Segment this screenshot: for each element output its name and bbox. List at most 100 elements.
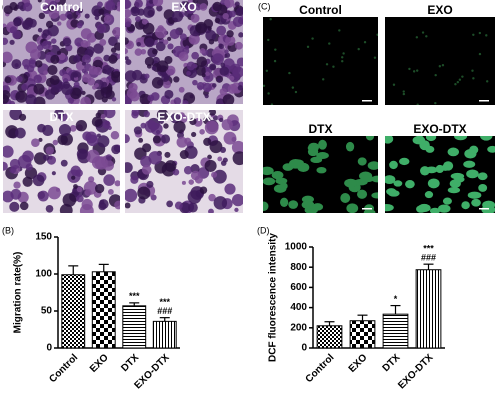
cell: [131, 69, 143, 81]
cell: [114, 42, 120, 51]
cell: [97, 1, 103, 8]
cell: [22, 58, 31, 68]
cell: [441, 63, 445, 67]
cell: [103, 110, 116, 119]
cell: [212, 1, 223, 12]
cell: [21, 83, 28, 91]
cell: [478, 52, 482, 56]
micrograph-content: [385, 136, 495, 213]
cell: [137, 186, 151, 200]
y-tick-label: 200: [290, 322, 307, 333]
cell: [393, 180, 403, 187]
cell: [212, 53, 224, 66]
cell: [342, 52, 345, 55]
cell: [425, 145, 435, 153]
significance-label: ###: [157, 306, 172, 316]
cell: [204, 94, 209, 99]
cell: [332, 65, 335, 68]
cell: [222, 94, 235, 104]
micrograph-content: [263, 136, 378, 213]
cell: [265, 69, 269, 72]
cell: [111, 71, 120, 83]
cell: [45, 20, 54, 29]
cell: [208, 193, 216, 202]
cell: [385, 203, 394, 212]
cell: [142, 22, 155, 35]
cell: [385, 175, 396, 184]
cell: [221, 119, 233, 131]
cell: [22, 176, 33, 187]
cell: [3, 94, 9, 104]
cell: [108, 54, 118, 64]
cell: [111, 144, 120, 155]
cell: [288, 71, 291, 75]
cell: [33, 74, 42, 84]
cell: [94, 183, 105, 194]
cell: [102, 64, 112, 75]
cell: [182, 100, 189, 104]
bar: [349, 320, 376, 349]
cell: [204, 120, 219, 135]
cell: [270, 103, 274, 105]
cell: [367, 161, 378, 170]
cell: [415, 36, 419, 39]
cell: [216, 77, 222, 83]
cell: [471, 69, 474, 72]
cell: [134, 48, 143, 56]
cell: [144, 56, 155, 67]
cell: [232, 151, 243, 166]
cell: [72, 55, 81, 63]
cell: [38, 137, 43, 142]
cell: [357, 189, 368, 199]
cell: [76, 194, 84, 203]
cell: [150, 194, 157, 201]
cell: [224, 49, 229, 54]
cell: [105, 0, 116, 11]
cell: [112, 27, 120, 37]
cell: [207, 154, 212, 160]
cell: [11, 59, 22, 70]
cell: [412, 70, 416, 73]
cell: [222, 157, 228, 163]
cell: [41, 40, 51, 50]
cell: [5, 125, 19, 139]
cell: [425, 136, 437, 142]
cell: [215, 98, 225, 104]
cell: [51, 171, 56, 176]
cell: [363, 41, 367, 44]
cell: [9, 110, 23, 121]
cell: [103, 174, 115, 186]
cell: [60, 159, 68, 167]
cell: [188, 179, 194, 185]
cell: [421, 31, 425, 34]
cell: [148, 0, 154, 4]
cell: [181, 180, 186, 185]
image-caption: EXO: [427, 3, 452, 17]
cell: [19, 201, 29, 211]
y-axis-label: DCF fluorescence intensity: [268, 233, 279, 362]
cell: [438, 65, 442, 68]
scale-bar: [479, 208, 489, 210]
cell: [57, 21, 62, 26]
cell: [125, 202, 131, 209]
cell: [52, 139, 59, 146]
y-axis-label: Migration rate(%): [13, 252, 24, 334]
cell: [449, 179, 461, 188]
cell: [37, 123, 46, 133]
cell: [55, 187, 60, 192]
cell: [291, 86, 295, 89]
significance-label: ***: [129, 291, 140, 301]
cell: [172, 168, 180, 176]
cell: [427, 178, 440, 189]
cell: [9, 201, 20, 212]
cell: [76, 186, 83, 193]
cell: [47, 5, 55, 12]
panel-label: (C): [258, 1, 271, 11]
cell: [117, 53, 120, 59]
cell: [190, 164, 200, 174]
cell: [69, 125, 77, 132]
micrograph: [3, 110, 120, 213]
cell: [94, 83, 99, 88]
cell: [108, 189, 114, 195]
cell: [86, 134, 99, 147]
